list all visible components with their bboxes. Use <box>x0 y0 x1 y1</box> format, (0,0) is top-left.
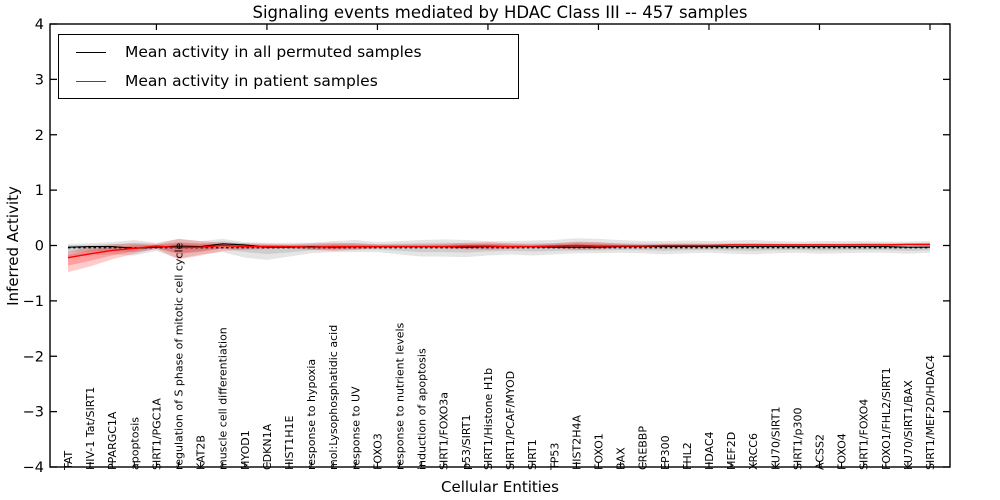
x-tick-label: SIRT1/MEF2D/HDAC4 <box>924 355 937 470</box>
x-tick-label: EP300 <box>659 435 672 470</box>
y-tick-label: 1 <box>35 183 44 199</box>
y-axis-label: Inferred Activity <box>4 185 23 306</box>
x-tick-label: SIRT1/PCAF/MYOD <box>504 371 517 470</box>
x-tick-label: response to UV <box>349 386 362 470</box>
x-axis-label: Cellular Entities <box>441 478 559 496</box>
x-tick-label: regulation of S phase of mitotic cell cy… <box>173 242 186 470</box>
x-tick-label: SIRT1/FOXO3a <box>438 392 451 470</box>
x-tick-label: MEF2D <box>725 432 738 470</box>
y-tick-label: 0 <box>35 239 44 255</box>
permuted-band-outer <box>68 238 930 260</box>
y-tick-label: −3 <box>23 405 44 421</box>
x-tick-label: SIRT1 <box>526 439 539 470</box>
x-tick-label: CDKN1A <box>261 423 274 470</box>
x-tick-label: CREBBP <box>637 426 650 470</box>
x-tick-label: apoptosis <box>128 417 141 470</box>
x-tick-label: TP53 <box>548 443 561 471</box>
x-tick-label: mol:Lysophosphatidic acid <box>327 325 340 470</box>
x-tick-label: SIRT1/FOXO4 <box>858 399 871 470</box>
legend: Mean activity in all permuted samples Me… <box>58 34 519 99</box>
permuted-line-swatch <box>76 51 106 53</box>
x-tick-label: SIRT1/p300 <box>791 408 804 470</box>
x-tick-label: KU70/SIRT1 <box>769 407 782 470</box>
legend-item-patient: Mean activity in patient samples <box>59 69 518 93</box>
x-tick-label: FOXO4 <box>836 433 849 470</box>
y-tick-label: −1 <box>23 294 44 310</box>
legend-item-permuted: Mean activity in all permuted samples <box>59 40 518 64</box>
y-tick-label: 2 <box>35 128 44 144</box>
x-tick-label: FOXO3 <box>371 433 384 470</box>
x-tick-label: HIST2H4A <box>570 415 583 470</box>
y-tick-label: −4 <box>23 460 44 476</box>
patient-line-swatch <box>76 80 106 82</box>
x-tick-label: p53/SIRT1 <box>460 415 473 470</box>
y-axis-label-wrap: Inferred Activity <box>0 24 26 467</box>
x-tick-label: muscle cell differentiation <box>217 327 230 470</box>
x-tick-label: ACSS2 <box>813 434 826 470</box>
x-tick-label: response to hypoxia <box>305 359 318 470</box>
x-tick-label: XRCC6 <box>747 433 760 470</box>
x-tick-label: BAX <box>615 447 628 470</box>
x-tick-label: SIRT1/PGC1A <box>150 398 163 470</box>
y-tick-label: −2 <box>23 349 44 365</box>
x-tick-label: HDAC4 <box>703 431 716 470</box>
x-tick-label: FOXO1/FHL2/SIRT1 <box>880 367 893 470</box>
x-tick-label: KAT2B <box>195 435 208 470</box>
patient-mean-line <box>67 243 930 259</box>
x-tick-label: induction of apoptosis <box>416 348 429 470</box>
y-tick-label: 3 <box>35 72 44 88</box>
x-tick-label: PPARGC1A <box>106 411 119 470</box>
x-tick-label: TAT <box>62 450 75 471</box>
x-tick-label: SIRT1/Histone H1b <box>482 368 495 470</box>
y-tick-label: 4 <box>35 17 44 33</box>
permuted-band-inner <box>68 241 930 255</box>
chart-title: Signaling events mediated by HDAC Class … <box>252 3 748 22</box>
legend-label-patient: Mean activity in patient samples <box>125 72 378 90</box>
x-tick-label: FOXO1 <box>592 433 605 470</box>
x-tick-label: KU70/SIRT1/BAX <box>902 380 915 470</box>
x-tick-label: FHL2 <box>681 442 694 470</box>
x-tick-label: response to nutrient levels <box>394 322 407 470</box>
x-tick-label: HIST1H1E <box>283 416 296 470</box>
x-tick-label: HIV-1 Tat/SIRT1 <box>84 387 97 470</box>
legend-label-permuted: Mean activity in all permuted samples <box>125 43 422 61</box>
x-tick-label: MYOD1 <box>239 430 252 470</box>
